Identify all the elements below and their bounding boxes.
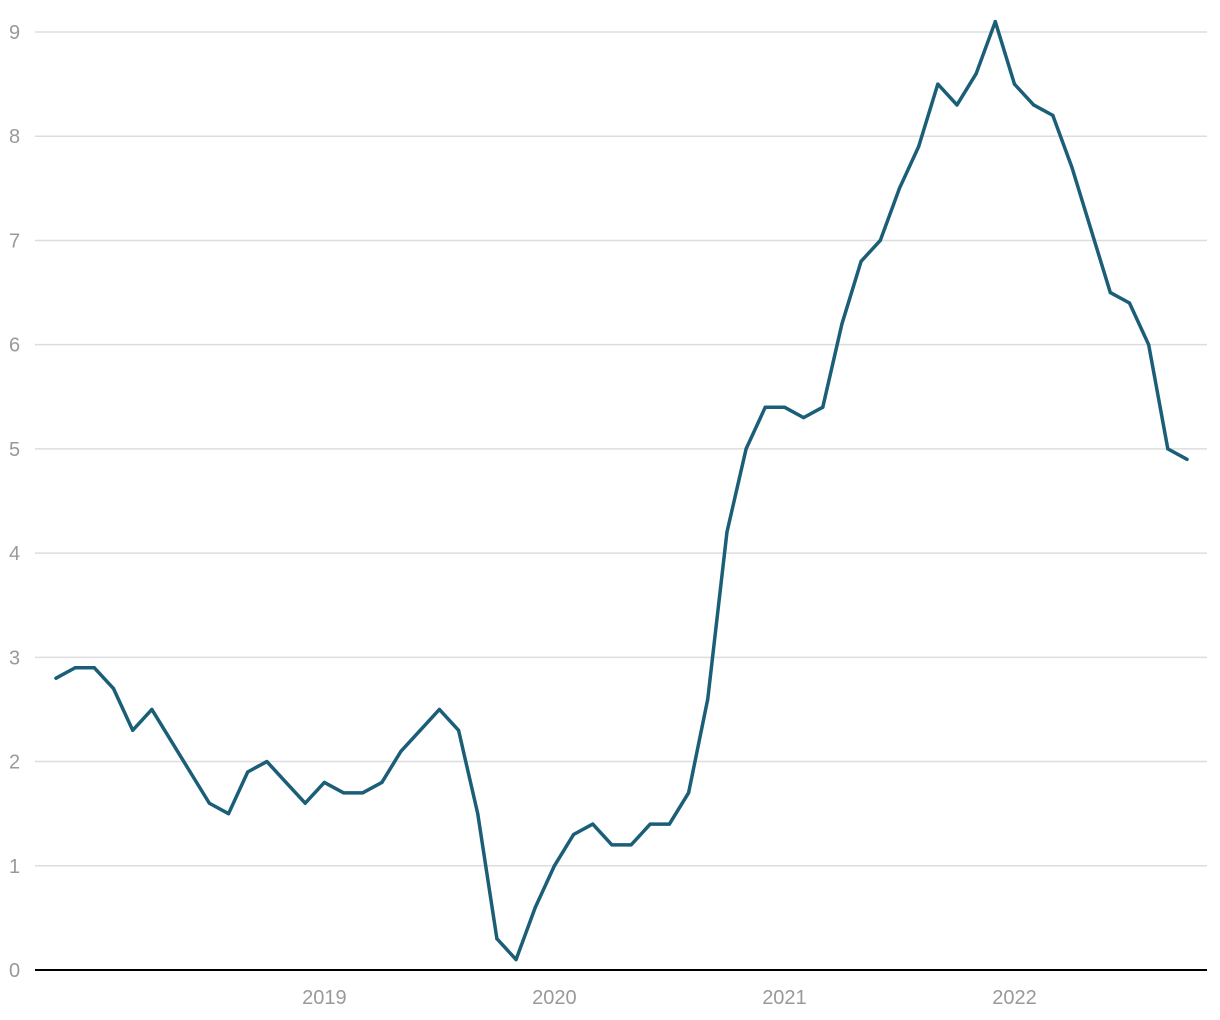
data-point <box>744 447 748 451</box>
data-point <box>571 832 576 837</box>
data-point <box>284 780 288 785</box>
data-point <box>552 864 557 868</box>
series-line <box>54 19 1189 962</box>
data-point <box>610 843 614 847</box>
data-point <box>763 405 767 409</box>
y-tick-label: 3 <box>9 647 20 669</box>
data-point <box>591 822 595 826</box>
x-tick-label: 2022 <box>992 987 1037 1009</box>
data-point <box>1185 457 1189 461</box>
data-point <box>207 801 211 805</box>
data-point <box>533 905 537 910</box>
data-point <box>1127 301 1132 305</box>
y-tick-label: 0 <box>9 960 20 982</box>
data-point <box>246 770 250 774</box>
data-point <box>993 19 997 24</box>
data-point <box>706 697 710 701</box>
data-point <box>437 707 441 712</box>
data-point <box>322 780 326 785</box>
data-point <box>418 728 422 732</box>
data-point <box>897 186 902 190</box>
data-point <box>111 687 116 691</box>
y-axis-tick-labels: 0 1 2 3 4 5 6 7 8 9 <box>9 22 20 982</box>
data-point <box>54 676 58 680</box>
y-tick-label: 5 <box>9 439 20 461</box>
data-point <box>1032 103 1036 107</box>
data-point <box>782 405 787 409</box>
data-point <box>73 666 77 670</box>
data-point <box>265 759 269 764</box>
data-point <box>131 728 135 732</box>
data-point <box>456 728 461 732</box>
data-point <box>399 749 403 753</box>
y-tick-label: 6 <box>9 335 20 357</box>
x-tick-label: 2021 <box>762 987 807 1009</box>
y-tick-label: 7 <box>9 230 20 252</box>
data-point <box>917 145 921 149</box>
x-tick-label: 2019 <box>302 987 347 1009</box>
data-point <box>303 801 307 805</box>
data-point <box>1108 290 1112 295</box>
data-point <box>1166 447 1170 451</box>
data-point <box>878 238 882 243</box>
data-point <box>859 259 863 263</box>
data-point <box>1147 343 1151 347</box>
y-tick-label: 4 <box>9 543 20 565</box>
data-point <box>648 822 652 826</box>
x-tick-label: 2020 <box>532 987 577 1009</box>
data-point <box>725 530 729 534</box>
data-point <box>629 843 633 847</box>
data-point <box>514 957 518 962</box>
x-axis-tick-labels: 20192020202120222023 <box>302 987 1037 1009</box>
data-point <box>476 812 480 816</box>
y-tick-label: 8 <box>9 126 20 148</box>
y-tick-label: 9 <box>9 22 20 44</box>
series-group <box>54 19 1189 962</box>
data-point <box>686 791 691 795</box>
data-point <box>169 739 173 743</box>
data-point <box>150 707 154 712</box>
data-point <box>361 791 365 795</box>
data-point <box>341 791 346 795</box>
data-point <box>955 103 959 107</box>
data-point <box>821 405 825 409</box>
data-point <box>380 780 384 785</box>
data-point <box>1089 228 1093 232</box>
data-point <box>188 770 192 774</box>
data-point <box>840 322 844 326</box>
data-point <box>1070 165 1074 170</box>
data-point <box>1051 113 1055 117</box>
data-point <box>667 822 672 826</box>
data-point <box>495 937 499 941</box>
y-tick-label: 1 <box>9 856 20 878</box>
y-gridlines <box>35 31 1207 867</box>
data-point <box>974 72 978 76</box>
data-point <box>802 416 806 420</box>
data-point <box>1012 82 1017 86</box>
data-point <box>936 82 940 86</box>
data-point <box>226 812 231 816</box>
y-tick-label: 2 <box>9 752 20 774</box>
data-point <box>92 666 96 670</box>
